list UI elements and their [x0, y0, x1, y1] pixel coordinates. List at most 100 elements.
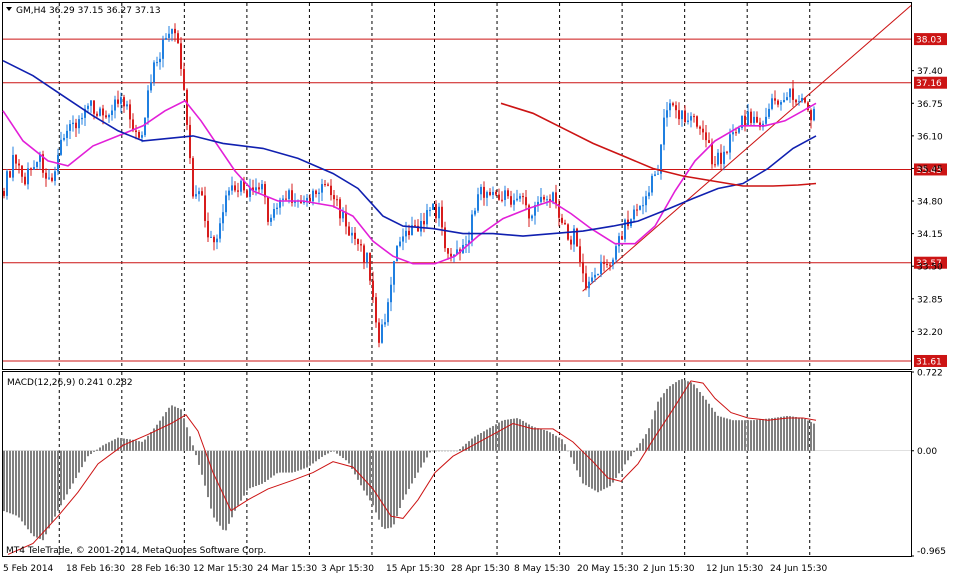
macd-bar: [132, 439, 134, 451]
macd-bar: [645, 434, 647, 451]
macd-bar: [618, 450, 620, 474]
macd-bar: [390, 450, 392, 528]
candle-body: [30, 168, 32, 170]
candle-body: [804, 97, 806, 103]
macd-bar: [375, 450, 377, 513]
candle-body: [108, 114, 110, 118]
candle-body: [543, 196, 545, 200]
candle-body: [21, 165, 23, 177]
macd-bar: [345, 450, 347, 461]
macd-bar: [177, 407, 179, 451]
candle-body: [180, 43, 182, 69]
macd-bar: [612, 450, 614, 483]
candle-body: [351, 232, 353, 236]
macd-bar: [156, 424, 158, 451]
candle-body: [777, 100, 779, 105]
y-tick-label: 34.15: [917, 230, 943, 240]
x-tick-label: 15 Apr 15:30: [386, 564, 445, 574]
y-tick-label: 36.75: [917, 100, 943, 110]
candle-body: [378, 322, 380, 343]
macd-bar: [351, 450, 353, 469]
candle-body: [348, 226, 350, 236]
macd-bar: [681, 379, 683, 451]
macd-bar: [558, 437, 560, 451]
candle-body: [63, 137, 65, 140]
triangle-down-icon: [6, 7, 12, 11]
macd-bar: [759, 419, 761, 451]
candle-body: [660, 144, 662, 174]
candle-body: [234, 185, 236, 191]
macd-bar: [69, 450, 71, 489]
macd-bar: [678, 380, 680, 451]
macd-bar: [483, 431, 485, 451]
macd-bar: [87, 450, 89, 457]
macd-bar: [384, 450, 386, 529]
candle-body: [186, 89, 188, 125]
macd-bar: [99, 447, 101, 451]
macd-bar: [354, 450, 356, 475]
candle-body: [714, 164, 716, 166]
candle-body: [393, 261, 395, 285]
candle-body: [285, 198, 287, 200]
candle-body: [663, 117, 665, 145]
macd-bar: [669, 386, 671, 451]
candle-body: [171, 28, 173, 34]
macd-bar: [780, 416, 782, 451]
candle-body: [165, 37, 167, 40]
candle-body: [696, 116, 698, 127]
macd-bar: [372, 450, 374, 506]
macd-bar: [543, 429, 545, 451]
y-axis: 37.40 36.75 36.10 35.45 34.80 34.15 33.50 32.85…: [911, 67, 946, 557]
macd-bar: [150, 432, 152, 451]
candle-body: [606, 263, 608, 265]
candle-body: [429, 209, 431, 211]
macd-bar: [696, 388, 698, 451]
macd-bar: [342, 450, 344, 459]
candle-body: [600, 261, 602, 274]
y-tick-label: 35.45: [917, 165, 943, 175]
macd-bar: [210, 450, 212, 509]
level-tag: [914, 163, 947, 176]
candle-body: [246, 190, 248, 197]
macd-bar: [258, 450, 260, 485]
macd-bar: [774, 417, 776, 451]
candle-body: [801, 97, 803, 102]
level-tag-label: 31.61: [916, 357, 942, 367]
candle-body: [189, 124, 191, 159]
candle-body: [123, 97, 125, 107]
candle-body: [558, 204, 560, 218]
macd-bar: [309, 450, 311, 466]
candle-body: [75, 122, 77, 129]
macd-bar: [243, 450, 245, 496]
macd-bar: [531, 426, 533, 451]
candle-body: [294, 201, 296, 203]
macd-bar: [159, 420, 161, 451]
macd-bar: [711, 407, 713, 451]
macd-bar: [42, 450, 44, 541]
candle-body: [24, 176, 26, 185]
macd-bar: [636, 447, 638, 451]
candle-body: [336, 199, 338, 201]
macd-bar: [471, 438, 473, 451]
macd-bar: [432, 450, 434, 452]
macd-bar: [240, 450, 242, 501]
candle-body: [432, 203, 434, 210]
candle-body: [735, 132, 737, 134]
level-tag-label: 33.57: [916, 259, 942, 269]
macd-y-tick-label: 0.00: [917, 447, 937, 457]
macd-bar: [519, 419, 521, 451]
macd-bar: [762, 419, 764, 451]
macd-bar: [267, 450, 269, 480]
candle-body: [678, 110, 680, 120]
macd-bar: [63, 450, 65, 500]
macd-bar: [414, 450, 416, 479]
macd-bar: [522, 420, 524, 451]
macd-bar: [312, 450, 314, 464]
macd-y-tick-label: 0.722: [917, 369, 943, 379]
macd-bar: [264, 450, 266, 483]
y-tick-label: 36.10: [917, 132, 943, 142]
candle-body: [438, 206, 440, 219]
candle-body: [486, 192, 488, 198]
macd-bar: [756, 419, 758, 451]
ma-line-ma_fast: [2, 99, 817, 265]
